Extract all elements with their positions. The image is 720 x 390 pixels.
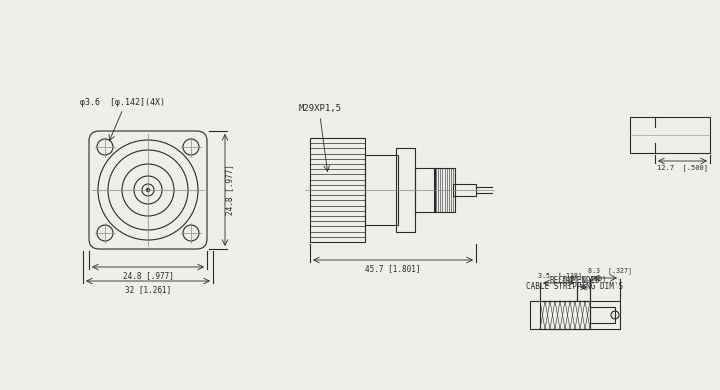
Bar bbox=[630, 117, 710, 153]
Text: 24.8 [.977]: 24.8 [.977] bbox=[122, 271, 174, 280]
Bar bbox=[453, 184, 476, 196]
Bar bbox=[434, 168, 455, 212]
Bar bbox=[540, 301, 590, 329]
Text: CABLE STRIPPING DIM'S: CABLE STRIPPING DIM'S bbox=[526, 282, 624, 291]
Bar bbox=[396, 148, 415, 232]
Text: 45.7 [1.801]: 45.7 [1.801] bbox=[365, 264, 420, 273]
Text: φ3.6  [φ.142](4X): φ3.6 [φ.142](4X) bbox=[81, 98, 166, 107]
Circle shape bbox=[146, 188, 150, 192]
Bar bbox=[530, 301, 620, 329]
Text: 3.5  [.138]: 3.5 [.138] bbox=[538, 272, 582, 279]
Bar bbox=[590, 307, 615, 323]
Text: 24.8 [.977]: 24.8 [.977] bbox=[225, 165, 235, 215]
Bar bbox=[365, 155, 398, 225]
Bar bbox=[310, 138, 365, 242]
Text: M29XP1,5: M29XP1,5 bbox=[299, 104, 341, 113]
Text: 12.7  [.500]: 12.7 [.500] bbox=[657, 164, 708, 171]
Text: 8.3  [.327]: 8.3 [.327] bbox=[588, 267, 632, 274]
Text: 3.3  [.130]: 3.3 [.130] bbox=[562, 275, 606, 282]
Text: 32 [1.261]: 32 [1.261] bbox=[125, 285, 171, 294]
Bar bbox=[415, 168, 435, 212]
Text: RECOMMENDED: RECOMMENDED bbox=[549, 276, 600, 285]
